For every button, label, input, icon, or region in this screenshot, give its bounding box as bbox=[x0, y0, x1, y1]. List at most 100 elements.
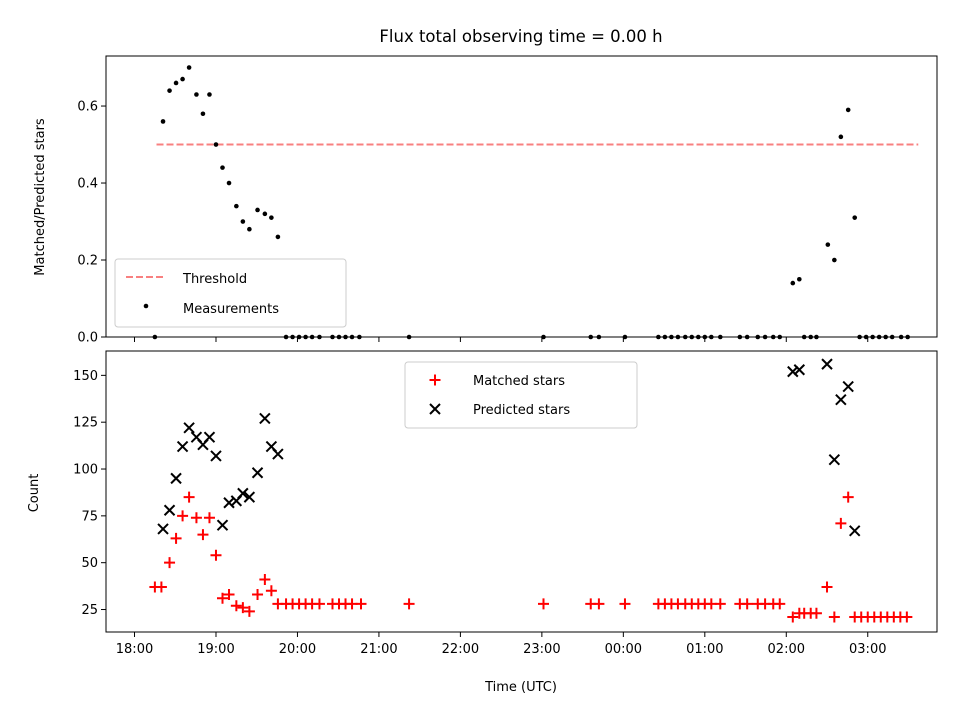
measurement-point bbox=[857, 334, 862, 340]
x-tick-label: 23:00 bbox=[523, 642, 560, 657]
x-tick-label: 21:00 bbox=[360, 642, 397, 657]
measurement-point bbox=[762, 334, 768, 340]
measurement-point bbox=[194, 92, 199, 97]
measurement-point bbox=[777, 334, 783, 340]
predicted-star-point bbox=[170, 472, 182, 485]
matched-star-point bbox=[183, 491, 195, 503]
predicted-star-point bbox=[163, 504, 176, 516]
measurement-point bbox=[682, 334, 688, 340]
matched-star-point bbox=[774, 598, 786, 610]
measurement-point bbox=[755, 334, 761, 340]
matched-star-point bbox=[403, 598, 415, 610]
measurements-legend-marker bbox=[143, 303, 149, 309]
matched-star-point bbox=[170, 532, 182, 544]
matched-star-point bbox=[593, 598, 605, 610]
matched-legend-label: Matched stars bbox=[473, 374, 565, 389]
measurement-point bbox=[180, 76, 185, 82]
count-marks bbox=[149, 358, 913, 623]
measurement-point bbox=[662, 334, 668, 340]
ratio-y-tick-label: 0.6 bbox=[77, 100, 98, 115]
predicted-star-point bbox=[210, 450, 222, 462]
x-axis-label: Time (UTC) bbox=[484, 680, 557, 695]
measurement-point bbox=[269, 215, 274, 220]
measurement-point bbox=[349, 334, 355, 340]
measurement-point bbox=[863, 334, 869, 340]
predicted-star-point bbox=[842, 380, 854, 393]
measurement-point bbox=[588, 334, 594, 340]
count-y-ticks: 25 50 75 100 125 150 bbox=[73, 369, 106, 618]
measurement-point bbox=[309, 334, 315, 340]
measurement-point bbox=[669, 334, 674, 340]
predicted-star-point bbox=[223, 497, 235, 509]
predicted-star-point bbox=[216, 519, 229, 531]
matched-star-point bbox=[190, 512, 202, 524]
predicted-star-point bbox=[251, 467, 264, 479]
predicted-star-point bbox=[849, 525, 861, 537]
matched-star-point bbox=[197, 529, 209, 541]
predicted-star-point bbox=[835, 393, 847, 406]
predicted-star-point bbox=[793, 364, 806, 376]
measurement-point bbox=[207, 92, 212, 97]
count-y-tick-label: 25 bbox=[81, 603, 98, 618]
matched-star-point bbox=[217, 592, 229, 604]
ratio-legend: Threshold Measurements bbox=[114, 258, 347, 328]
matched-star-point bbox=[237, 602, 249, 614]
measurement-point bbox=[838, 134, 844, 140]
matched-star-point bbox=[164, 557, 176, 569]
ratio-plot-frame bbox=[105, 55, 938, 338]
matched-star-point bbox=[252, 589, 264, 601]
count-y-axis-label: Count bbox=[27, 474, 42, 513]
measurement-point bbox=[845, 107, 851, 113]
measurement-point bbox=[656, 334, 661, 340]
x-tick-label: 03:00 bbox=[849, 642, 886, 657]
measurement-point bbox=[870, 334, 875, 340]
measurement-point bbox=[317, 334, 322, 340]
matched-star-point bbox=[210, 549, 222, 561]
ratio-panel: 0.0 0.2 0.4 0.6 Matched/Predicted stars Thr… bbox=[33, 55, 938, 346]
ratio-legend-box bbox=[114, 258, 347, 328]
measurement-point bbox=[357, 334, 362, 340]
matched-star-point bbox=[259, 574, 271, 586]
measurement-point bbox=[541, 334, 546, 340]
measurement-point bbox=[255, 207, 260, 213]
measurement-point bbox=[702, 334, 708, 340]
matched-star-point bbox=[177, 510, 189, 522]
matched-star-point bbox=[230, 600, 242, 612]
matched-star-point bbox=[537, 598, 549, 610]
ratio-y-tick-label: 0.4 bbox=[77, 177, 98, 192]
predicted-star-point bbox=[203, 431, 216, 443]
ratio-marks bbox=[152, 65, 919, 340]
measurement-point bbox=[247, 226, 252, 232]
matched-star-point bbox=[203, 512, 215, 524]
measurement-point bbox=[296, 334, 302, 340]
matched-star-point bbox=[821, 581, 833, 593]
matched-star-point bbox=[741, 598, 753, 610]
predicted-legend-marker bbox=[429, 403, 441, 415]
measurement-point bbox=[717, 334, 723, 340]
measurement-point bbox=[825, 242, 831, 247]
measurements-legend-label: Measurements bbox=[183, 302, 279, 317]
measurement-point bbox=[898, 334, 904, 340]
x-tick-label: 00:00 bbox=[605, 642, 642, 657]
measurement-point bbox=[808, 334, 814, 340]
matched-star-point bbox=[355, 598, 367, 610]
matched-star-point bbox=[787, 611, 799, 623]
ratio-y-tick-label: 0.0 bbox=[77, 331, 98, 346]
matched-legend-marker bbox=[429, 374, 441, 386]
matched-star-point bbox=[223, 589, 235, 601]
x-tick-label: 22:00 bbox=[442, 642, 479, 657]
predicted-star-point bbox=[272, 448, 284, 460]
measurement-point bbox=[744, 334, 750, 340]
ratio-y-ticks: 0.0 0.2 0.4 0.6 bbox=[77, 100, 106, 346]
matched-star-point bbox=[714, 598, 726, 610]
matched-star-point bbox=[810, 607, 822, 619]
predicted-star-point bbox=[243, 491, 256, 503]
measurement-point bbox=[160, 119, 166, 124]
measurement-point bbox=[883, 334, 888, 340]
measurement-point bbox=[622, 334, 628, 340]
matched-star-point bbox=[828, 611, 840, 623]
measurement-point bbox=[186, 65, 192, 70]
measurement-point bbox=[343, 334, 348, 340]
measurement-point bbox=[275, 234, 281, 240]
